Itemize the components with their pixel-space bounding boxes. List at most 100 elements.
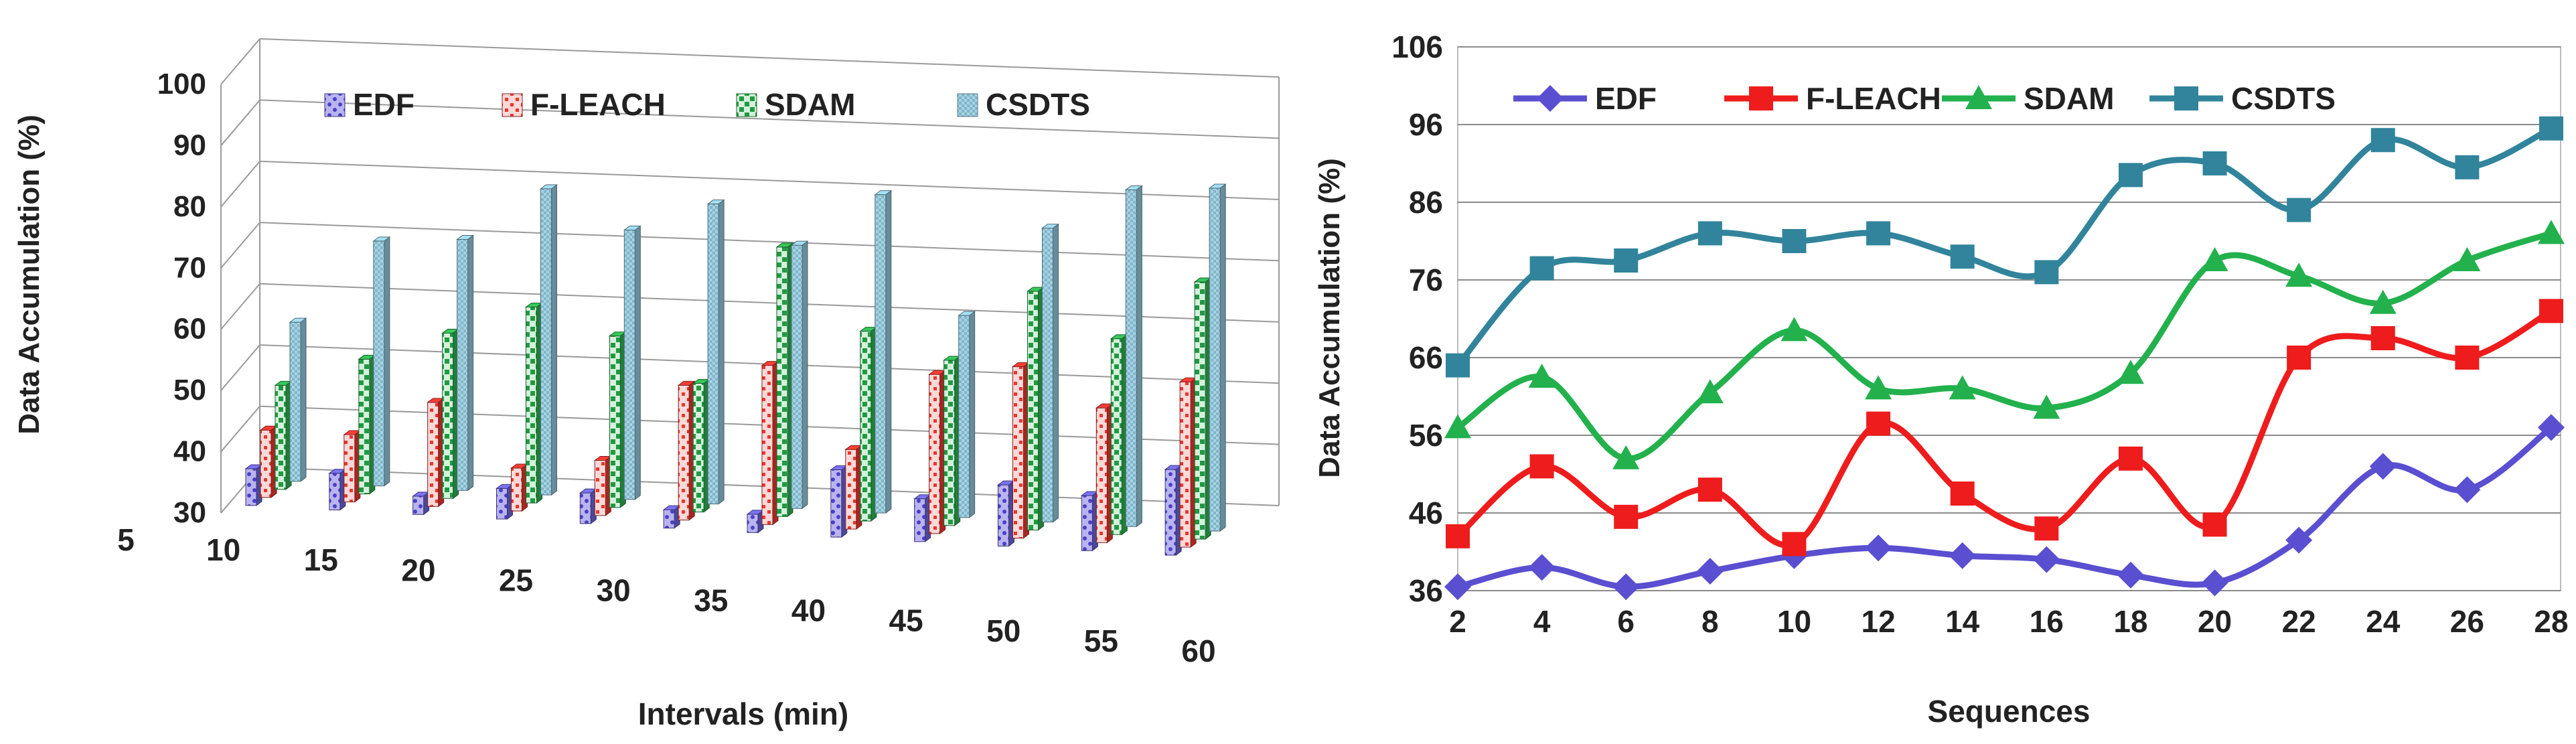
bar-y-tick-label: 50 — [173, 374, 206, 406]
bar-gridline-side — [220, 38, 260, 85]
bar-csdts-55-side — [1136, 185, 1142, 528]
bar-edf-60-front — [1164, 469, 1177, 556]
bar-csdts-10-top — [372, 236, 391, 242]
bar-sdam-45-front — [943, 360, 956, 526]
bar-csdts-35 — [790, 240, 809, 510]
bar-gridline — [259, 99, 1280, 139]
legend-label-edf: EDF — [1595, 81, 1657, 116]
bar-edf-15 — [412, 491, 431, 516]
bar-csdts-40-front — [875, 194, 887, 514]
line-point-csdts-8 — [1697, 221, 1722, 246]
bar-x-tick-label: 50 — [986, 613, 1020, 648]
bar-f-leach-60 — [1179, 377, 1197, 548]
bar-edf-35-front — [747, 514, 759, 533]
bar-csdts-40-top — [874, 190, 893, 196]
line-point-csdts-4 — [1529, 256, 1554, 281]
bar-sdam-35-front — [776, 246, 788, 517]
bar-edf-50 — [996, 480, 1015, 547]
line-point-csdts-20 — [2202, 151, 2227, 175]
legend-marker-edf — [1537, 85, 1564, 112]
bar-sdam-5 — [274, 380, 293, 490]
line-x-tick-label: 14 — [1945, 604, 1980, 639]
bar-csdts-30 — [706, 199, 725, 505]
bar-x-tick-label: 20 — [401, 552, 435, 587]
line-point-f-leach-28 — [2539, 299, 2563, 323]
bar-csdts-55-front — [1125, 189, 1137, 527]
bar-edf-30-front — [663, 509, 675, 529]
bar-csdts-25-side — [634, 225, 641, 500]
line-point-csdts-28 — [2539, 116, 2563, 141]
line-point-sdam-10 — [1781, 317, 1808, 342]
line-point-f-leach-4 — [1529, 454, 1554, 479]
legend-label-sdam: SDAM — [2024, 81, 2114, 116]
bar-sdam-35 — [775, 242, 794, 518]
bar-f-leach-55-front — [1095, 407, 1108, 543]
bar-gridline — [259, 222, 1280, 262]
line-chart-legend: EDF F-LEACH SDAM CSDTS — [1513, 81, 2336, 116]
line-y-tick-label: 96 — [1409, 107, 1443, 142]
bar-edf-20-front — [496, 488, 508, 520]
bar-y-tick-label: 90 — [173, 129, 206, 161]
bar-csdts-15 — [456, 234, 475, 492]
bar-edf-10-front — [329, 473, 341, 511]
bar-sdam-50-front — [1027, 291, 1039, 531]
line-point-csdts-26 — [2455, 155, 2480, 179]
bar-f-leach-45-front — [929, 374, 941, 534]
line-x-tick-label: 22 — [2282, 604, 2316, 639]
legend-swatch-edf — [324, 93, 346, 117]
bar-x-tick-label: 60 — [1181, 634, 1215, 668]
line-point-sdam-6 — [1612, 445, 1640, 469]
bar-chart-x-axis-title: Intervals (min) — [638, 696, 848, 731]
bar-csdts-25 — [623, 225, 641, 500]
bar-csdts-40-side — [885, 190, 892, 514]
bar-csdts-25-top — [623, 226, 641, 231]
bar-csdts-60-front — [1209, 188, 1221, 532]
bar-csdts-5-front — [289, 321, 301, 482]
bar-f-leach-30-front — [678, 384, 690, 521]
bar-f-leach-5-front — [260, 429, 272, 498]
bar-edf-35 — [746, 509, 765, 534]
bar-csdts-5-top — [289, 317, 307, 323]
legend-swatch-f-leach — [502, 93, 523, 117]
line-chart-y-axis-title: Data Accumulation (%) — [1313, 158, 1346, 478]
line-point-f-leach-14 — [1950, 481, 1975, 506]
bar-sdam-25 — [608, 331, 627, 508]
bar-sdam-35-top — [775, 242, 794, 248]
bar-gridline-side — [220, 222, 260, 269]
bar-f-leach-10-front — [344, 434, 356, 503]
bar-edf-5-front — [245, 468, 257, 506]
bar-sdam-50 — [1026, 286, 1045, 531]
line-x-tick-label: 12 — [1861, 604, 1895, 639]
bar-gridline-side — [220, 99, 260, 147]
bar-f-leach-10 — [343, 429, 362, 503]
bar-csdts-15-side — [467, 234, 474, 492]
bar-sdam-55-front — [1110, 338, 1122, 535]
bar-csdts-20 — [539, 183, 558, 496]
legend-marker-f-leach — [1749, 86, 1773, 110]
bar-edf-15-front — [412, 496, 425, 515]
bar-csdts-55-top — [1124, 185, 1143, 190]
bar-edf-30 — [662, 505, 681, 529]
line-x-tick-label: 2 — [1449, 604, 1466, 639]
bar-f-leach-50 — [1011, 362, 1030, 539]
line-chart-x-ticks: 2 4 6 8 10 12 14 16 18 20 22 24 26 28 — [1449, 604, 2568, 639]
line-y-tick-label: 46 — [1409, 496, 1443, 530]
bar-chart: 30 40 50 60 70 80 90 100 5 10 15 20 25 30 35 40 45 50 55 6… — [13, 38, 1280, 731]
bar-edf-55-front — [1081, 495, 1093, 551]
bar-gridline — [259, 160, 1280, 200]
legend-label-f-leach: F-LEACH — [1806, 81, 1941, 116]
bar-gridline-side — [220, 161, 260, 208]
line-point-csdts-24 — [2370, 128, 2395, 153]
bar-edf-40 — [830, 465, 848, 538]
bar-sdam-30 — [692, 378, 710, 513]
line-point-edf-26 — [2453, 476, 2481, 504]
bar-f-leach-20-front — [510, 467, 522, 512]
line-point-f-leach-24 — [2370, 326, 2395, 350]
line-point-edf-6 — [1612, 573, 1640, 601]
bar-f-leach-45 — [928, 370, 947, 534]
bar-sdam-20 — [524, 302, 543, 504]
bar-x-tick-label: 40 — [791, 593, 826, 628]
bar-y-tick-label: 30 — [173, 496, 206, 529]
line-point-sdam-14 — [1949, 375, 1976, 400]
